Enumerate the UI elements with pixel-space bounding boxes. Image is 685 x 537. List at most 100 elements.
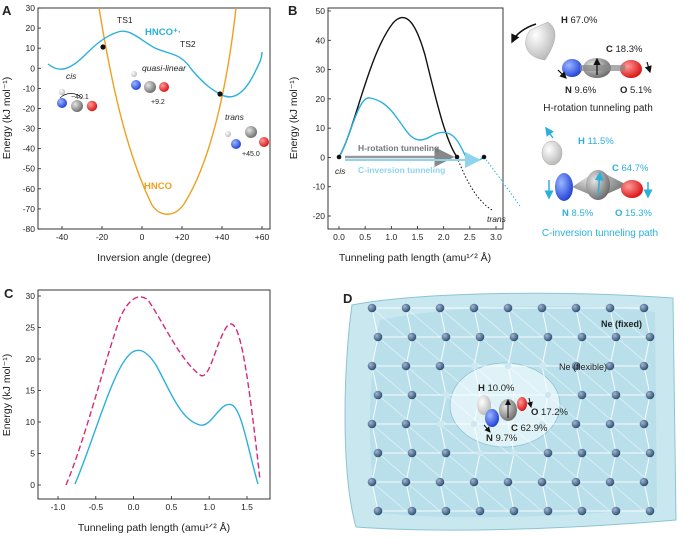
lattice-bond xyxy=(405,365,413,396)
lattice-bond xyxy=(643,452,651,483)
lattice-bond xyxy=(575,452,583,483)
h-path-c-atom: C xyxy=(606,44,613,55)
lattice-bond xyxy=(405,307,413,338)
c-path-title: C-inversion tunneling path xyxy=(542,228,658,239)
y-tick-label: -50 xyxy=(23,164,36,174)
crossing-point-1 xyxy=(100,44,106,50)
lattice-bond xyxy=(473,481,509,512)
lattice-bond xyxy=(411,452,447,483)
h-rotation-tail xyxy=(456,156,493,211)
y-tick-label: 40 xyxy=(316,35,326,45)
ne-atom xyxy=(441,332,451,342)
d-n-atom: N xyxy=(486,433,493,444)
lattice-bond xyxy=(609,423,617,454)
lattice-bond xyxy=(507,452,515,483)
x-tick-label: 0.5 xyxy=(165,502,177,512)
lattice-bond xyxy=(439,481,475,512)
d-o-atom: O xyxy=(531,407,538,418)
cation-curve xyxy=(47,30,263,98)
ne-atom xyxy=(470,362,478,370)
x-tick-label: 1.5 xyxy=(241,502,253,512)
lattice-bond xyxy=(371,423,379,454)
h-rot-end-point xyxy=(454,154,460,160)
crossing-point-2 xyxy=(217,91,223,97)
lattice-bond xyxy=(371,307,379,338)
ne-atom xyxy=(605,361,615,371)
y-tick-label: -60 xyxy=(23,184,36,194)
lattice-bond xyxy=(609,481,645,512)
lattice-bond xyxy=(439,365,475,396)
y-tick-label: -40 xyxy=(23,144,36,154)
x-tick-label: 1.0 xyxy=(203,502,215,512)
lattice-bond xyxy=(371,307,407,338)
c-inversion-tail xyxy=(483,156,521,207)
panel-c-plot: 30 25 20 15 10 5 0 -1.0 -0.5 0.0 0.5 1.0 1.5 Energy… xyxy=(1,289,271,534)
h-path-h: H 67.0% xyxy=(561,15,598,26)
ne-atom xyxy=(401,303,411,313)
lattice-bond xyxy=(609,423,645,454)
x-tick-label: +60 xyxy=(255,232,270,242)
h-path-title: H-rotation tunneling path xyxy=(543,103,653,114)
ne-atom xyxy=(476,449,484,457)
lattice-bond xyxy=(547,394,583,425)
ne-atom xyxy=(442,391,450,399)
y-tick-label: -30 xyxy=(23,124,36,134)
ne-atom xyxy=(435,361,445,371)
lattice-bond xyxy=(473,365,481,396)
lattice-bond xyxy=(541,394,549,425)
lattice-bond xyxy=(473,452,481,483)
ne-atom xyxy=(543,506,553,516)
ne-fixed-label: Ne (fixed) xyxy=(601,319,642,329)
panel-a-plot: 30 20 10 0 -10 -20 -30 -40 -50 -60 -70 -80 -40 -20 0 +… xyxy=(1,3,271,264)
lattice-bond xyxy=(439,423,447,454)
y-tick-label: -10 xyxy=(23,83,36,93)
b-trans-label: trans xyxy=(487,214,507,224)
ne-atom xyxy=(367,303,377,313)
c-path-c-atom: C xyxy=(612,163,619,174)
lattice-bond xyxy=(575,307,583,338)
b-cis-label: cis xyxy=(335,166,346,176)
lattice-bond xyxy=(609,307,645,338)
panel-a-frame xyxy=(37,7,271,230)
magenta-dashed-curve xyxy=(65,296,261,486)
lattice-bond xyxy=(609,452,617,483)
y-tick-label: 30 xyxy=(26,3,36,13)
panel-a-xlabel: Inversion angle (degree) xyxy=(97,252,211,264)
lattice-bond xyxy=(371,452,379,483)
ne-atom xyxy=(645,390,655,400)
ne-atom xyxy=(367,419,377,429)
d-c-atom: C xyxy=(511,423,518,434)
x-tick-label: 0.0 xyxy=(333,232,345,242)
y-tick-label: -10 xyxy=(313,182,326,192)
lattice-bond xyxy=(507,307,543,338)
ne-atom xyxy=(544,391,552,399)
lattice-bond xyxy=(541,481,549,512)
lattice-bond xyxy=(643,394,651,425)
ne-atom xyxy=(435,303,445,313)
lattice-bond xyxy=(507,481,543,512)
h-path-o-atom: O xyxy=(620,85,627,96)
lattice-bond xyxy=(581,336,617,367)
lattice-bond xyxy=(473,423,481,454)
trans-label: trans xyxy=(225,112,245,122)
ne-atom xyxy=(367,477,377,487)
c-inv-end-point xyxy=(481,154,487,160)
y-tick-label: 5 xyxy=(30,449,35,459)
ne-atom xyxy=(503,303,513,313)
h-path-n-pct: 9.6% xyxy=(575,85,597,96)
quasi-linear-label: quasi-linear xyxy=(142,63,187,73)
lattice-bond xyxy=(575,365,611,396)
lattice-bond xyxy=(541,423,549,454)
y-tick-label: 30 xyxy=(316,65,326,75)
lattice-bond xyxy=(473,307,509,338)
c-inversion-molecule: H 11.5% C 64.7% N 8.5% O 15.3% C-inversi… xyxy=(541,126,658,239)
d-h-pct: 10.0% xyxy=(488,383,515,394)
h-path-h-pct: 67.0% xyxy=(571,15,598,26)
ne-atom xyxy=(543,332,553,342)
ne-atom xyxy=(469,477,479,487)
cis-label: cis xyxy=(66,71,77,81)
lattice-bond xyxy=(575,365,583,396)
ne-atom xyxy=(639,419,649,429)
x-tick-label: -0.5 xyxy=(88,502,103,512)
